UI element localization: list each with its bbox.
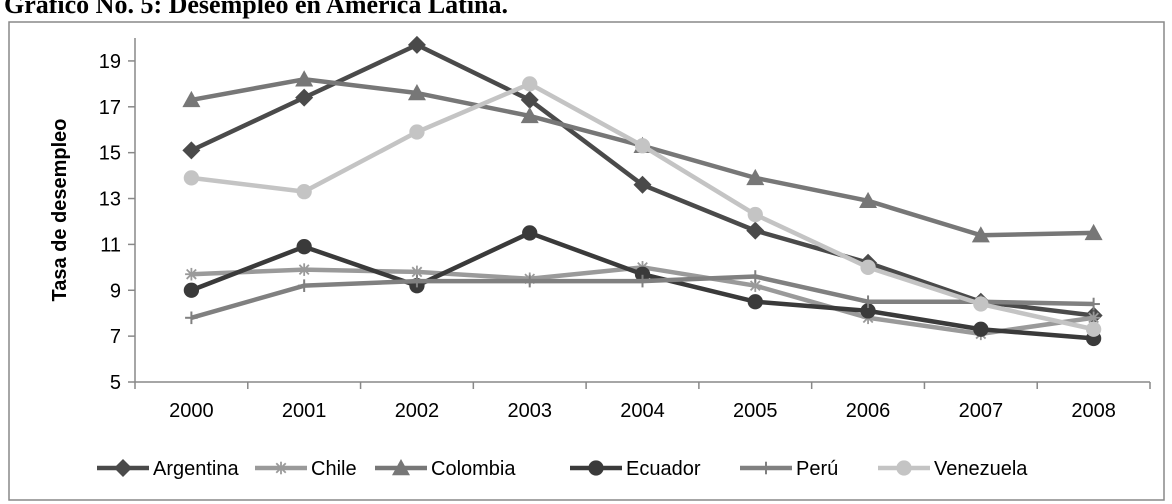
data-point-peru [636,274,649,288]
data-point-chile [297,263,311,276]
x-tick-label: 2006 [846,400,891,422]
data-point-peru [861,295,875,309]
y-tick-label: 19 [99,51,121,73]
axes: 5 7 9 11 13 15 17 19 2000 2001 2002 2003 2004 2005 200… [49,38,1151,422]
legend-label: Venezuela [934,458,1028,480]
data-point-ecuador [183,282,200,298]
legend-marker [588,460,604,476]
data-point-venezuela [296,184,312,200]
legend-label: Chile [311,458,357,480]
data-point-ecuador [296,239,312,255]
y-tick-label: 11 [100,234,121,256]
data-point-colombia [295,70,314,87]
data-point-ecuador [522,225,538,241]
legend-label: Ecuador [626,458,701,480]
data-point-argentina [295,88,314,107]
y-tick-label: 7 [110,326,121,348]
x-tick-label: 2008 [1071,400,1116,422]
asterisk-marker-d2 [1088,312,1099,324]
x-tick-label: 2003 [507,400,552,422]
y-tick-label: 13 [99,189,121,211]
data-point-peru [523,274,537,288]
data-point-colombia [1084,223,1103,241]
series-venezuela [183,76,1102,337]
asterisk-marker-d2 [411,266,423,278]
data-point-colombia [520,106,539,124]
data-point-venezuela [183,170,200,186]
data-point-colombia [971,226,990,243]
legend: Argentina Chile Colombia Ecuador Perú Venezue… [97,458,1028,480]
legend-marker [896,460,912,476]
data-point-ecuador [973,321,989,337]
y-tick-label: 17 [99,97,121,119]
data-point-argentina [746,221,765,240]
legend-label: Colombia [431,458,516,480]
page-title: Gráfico No. 5: Desempleo en América Lati… [4,0,509,19]
data-point-colombia [746,168,765,186]
data-point-peru [185,311,198,325]
data-point-argentina [182,141,201,160]
series-group [182,35,1103,347]
legend-label: Perú [796,458,838,480]
legend-item-argentina: Argentina [97,458,239,480]
legend-item-ecuador: Ecuador [570,458,701,480]
legend-marker [274,461,288,475]
data-point-venezuela [747,206,763,223]
data-point-venezuela [1085,321,1102,337]
x-tick-label: 2001 [282,400,327,422]
legend-marker [759,461,773,475]
legend-item-chile: Chile [255,458,357,480]
y-tick-label: 9 [110,280,121,302]
asterisk-marker-d2 [186,268,197,280]
series-ecuador [183,225,1102,347]
legend-marker [114,459,132,477]
asterisk-marker-d2 [749,280,761,292]
data-point-argentina [407,35,426,54]
data-point-peru [748,270,762,283]
legend-item-peru: Perú [740,458,838,480]
data-point-colombia [859,191,878,209]
x-tick-label: 2005 [733,400,778,422]
data-point-chile [185,267,198,281]
y-tick-label: 5 [110,372,121,394]
x-tick-label: 2004 [620,400,665,422]
data-point-peru [1087,297,1100,311]
data-point-argentina [633,175,652,194]
data-point-venezuela [409,124,425,140]
data-point-venezuela [522,76,538,92]
data-point-ecuador [634,266,651,282]
data-point-colombia [182,90,201,108]
legend-item-venezuela: Venezuela [878,458,1028,480]
y-axis-title: Tasa de desempleo [49,118,71,301]
legend-label: Argentina [153,458,239,480]
x-tick-label: 2002 [395,400,440,422]
data-point-ecuador [747,294,763,310]
data-point-colombia [407,84,426,101]
x-tick-label: 2007 [959,400,1004,422]
data-point-venezuela [860,259,876,275]
legend-item-colombia: Colombia [375,458,516,480]
asterisk-marker-d2 [275,462,287,474]
data-point-venezuela [973,296,989,312]
data-point-argentina [520,90,539,109]
data-point-peru [297,279,311,292]
asterisk-marker-d2 [298,264,310,275]
legend-marker [392,459,410,476]
x-tick-label: 2000 [169,400,214,422]
data-point-venezuela [634,138,651,154]
data-point-peru [410,274,424,288]
y-tick-label: 15 [99,143,121,165]
chart-border [8,21,1165,501]
data-point-ecuador [860,303,876,319]
